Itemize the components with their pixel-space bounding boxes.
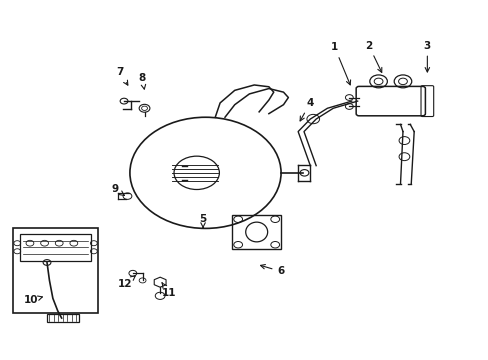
Text: 11: 11: [162, 283, 176, 298]
Text: 7: 7: [116, 67, 127, 85]
Bar: [13, 228, 98, 313]
Text: 6: 6: [260, 265, 284, 276]
Text: 8: 8: [138, 73, 145, 89]
Text: 9: 9: [111, 184, 124, 195]
Text: 1: 1: [330, 42, 350, 85]
Bar: [232, 215, 281, 249]
Text: 5: 5: [199, 215, 206, 228]
Bar: [47, 314, 79, 321]
Text: 2: 2: [365, 41, 381, 72]
Text: 4: 4: [300, 98, 313, 121]
Text: 10: 10: [24, 295, 42, 305]
Text: 12: 12: [118, 276, 135, 289]
Text: 3: 3: [423, 41, 430, 72]
Bar: [20, 234, 91, 261]
